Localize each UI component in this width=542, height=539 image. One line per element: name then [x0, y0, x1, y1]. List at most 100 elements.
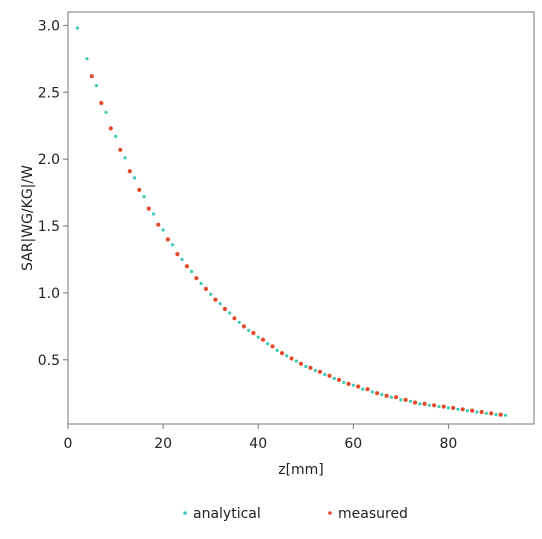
data-point-measured — [127, 169, 132, 174]
data-point-measured — [165, 237, 170, 242]
data-point-measured — [317, 369, 323, 374]
data-point-measured — [498, 412, 503, 417]
y-axis-title: SAR|WG/KG|/W — [20, 165, 36, 271]
data-point-analytical — [190, 269, 194, 274]
data-point-analytical — [313, 368, 317, 373]
data-point-measured — [432, 403, 437, 408]
data-point-measured — [470, 408, 475, 413]
data-point-analytical — [465, 409, 469, 413]
data-point-measured — [289, 356, 294, 361]
y-tick-label: 2.0 — [38, 152, 60, 168]
data-point-analytical — [133, 176, 137, 180]
series-measured — [89, 74, 503, 417]
data-point-analytical — [437, 405, 441, 409]
data-point-measured — [89, 74, 94, 79]
data-point-measured — [203, 286, 208, 291]
legend: analytical measured — [183, 506, 408, 522]
y-tick-label: 0.5 — [38, 353, 60, 369]
data-point-measured — [213, 297, 218, 302]
data-point-measured — [336, 377, 342, 382]
data-point-measured — [479, 409, 484, 415]
data-point-measured — [260, 337, 266, 342]
data-point-analytical — [161, 228, 165, 232]
data-point-analytical — [408, 399, 412, 403]
data-point-analytical — [475, 410, 479, 414]
data-point-analytical — [209, 292, 213, 296]
data-point-analytical — [247, 328, 251, 332]
data-point-measured — [384, 393, 389, 398]
y-tick-label: 1.5 — [38, 219, 60, 235]
data-point-measured — [251, 330, 256, 336]
data-point-analytical — [123, 156, 127, 160]
data-point-analytical — [380, 393, 384, 397]
data-point-analytical — [218, 302, 222, 306]
data-point-measured — [108, 126, 113, 131]
data-point-analytical — [389, 395, 393, 399]
legend-label-analytical: analytical — [193, 506, 261, 522]
data-point-analytical — [332, 376, 336, 381]
data-point-measured — [279, 351, 285, 356]
data-point-measured — [241, 324, 246, 329]
data-point-analytical — [114, 134, 118, 138]
data-point-analytical — [275, 348, 279, 352]
data-point-analytical — [142, 195, 146, 199]
data-point-measured — [422, 401, 427, 406]
data-point-measured — [222, 306, 227, 312]
data-point-analytical — [427, 403, 431, 407]
data-point-analytical — [285, 354, 289, 358]
data-point-analytical — [304, 364, 308, 369]
data-point-analytical — [503, 413, 508, 417]
plot-frame — [67, 11, 535, 425]
data-point-measured — [146, 206, 151, 211]
data-point-analytical — [180, 257, 184, 262]
data-point-measured — [194, 276, 199, 281]
data-point-analytical — [446, 406, 450, 410]
data-point-measured — [460, 407, 465, 412]
y-axis-ticks: 0.5 1.0 1.5 2.0 2.5 3.0 — [38, 18, 68, 369]
x-tick-label: 0 — [64, 436, 73, 452]
data-point-analytical — [342, 380, 346, 385]
x-tick-label: 80 — [439, 436, 457, 452]
data-point-analytical — [199, 281, 203, 286]
data-point-measured — [327, 373, 332, 378]
data-point-measured — [365, 387, 370, 392]
data-point-analytical — [85, 57, 89, 61]
data-point-analytical — [75, 26, 80, 30]
data-point-analytical — [456, 407, 460, 411]
data-point-analytical — [237, 320, 241, 324]
y-tick-label: 3.0 — [38, 18, 60, 34]
legend-label-measured: measured — [338, 506, 408, 522]
x-tick-label: 20 — [154, 436, 172, 452]
series-analytical — [75, 26, 508, 417]
data-point-measured — [118, 147, 123, 152]
data-point-measured — [451, 405, 456, 410]
data-point-analytical — [171, 243, 175, 247]
data-point-measured — [298, 361, 304, 366]
data-point-measured — [394, 395, 399, 400]
data-point-analytical — [152, 212, 156, 216]
data-point-measured — [308, 365, 313, 370]
data-point-measured — [413, 400, 418, 405]
data-point-analytical — [323, 372, 327, 377]
plot-area — [67, 11, 535, 425]
data-point-analytical — [399, 398, 403, 402]
data-point-analytical — [494, 413, 498, 417]
data-point-analytical — [228, 311, 232, 315]
data-point-measured — [375, 391, 380, 396]
data-point-measured — [441, 404, 446, 409]
legend-marker-measured — [328, 511, 332, 515]
x-tick-label: 60 — [344, 436, 362, 452]
data-point-analytical — [256, 335, 260, 339]
y-tick-label: 1.0 — [38, 286, 60, 302]
data-point-analytical — [484, 411, 488, 415]
data-point-analytical — [351, 383, 355, 387]
legend-marker-analytical — [183, 511, 187, 515]
data-point-analytical — [104, 110, 108, 114]
data-point-measured — [356, 384, 361, 389]
x-axis-title: z[mm] — [278, 462, 324, 478]
data-point-measured — [156, 222, 161, 227]
data-point-analytical — [370, 390, 374, 394]
data-point-measured — [137, 187, 142, 192]
y-tick-label: 2.5 — [38, 85, 60, 101]
